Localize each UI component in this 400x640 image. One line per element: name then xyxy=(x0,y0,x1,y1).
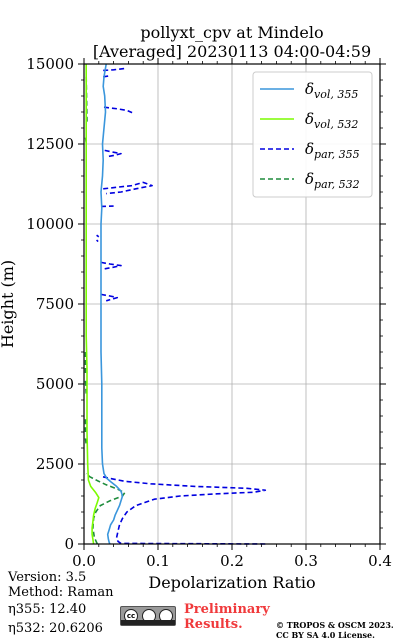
x-axis-label: Depolarization Ratio xyxy=(148,573,315,592)
version-text: Version: 3.5 xyxy=(8,570,87,585)
preliminary-line2: Results. xyxy=(184,617,243,632)
cc-license-badge: cc xyxy=(120,606,176,626)
x-tick-label: 0.1 xyxy=(146,552,170,570)
plot-frame xyxy=(83,63,381,545)
series-par532-upper-segment xyxy=(84,380,87,394)
x-tick-label: 0.3 xyxy=(294,552,318,570)
copyright-text: © TROPOS & OSCM 2023. CC BY SA 4.0 Licen… xyxy=(276,620,394,640)
y-axis-label: Height (m) xyxy=(0,260,17,348)
series-par355-upper-segment xyxy=(96,234,100,238)
legend: δvol, 355 δvol, 532 δpar, 355 δpar, 532 xyxy=(252,71,373,198)
legend-par355-label: δpar, 355 xyxy=(305,140,360,161)
chart-title-line2: [Averaged] 20230113 04:00-04:59 xyxy=(93,42,371,61)
y-tick-label: 10000 xyxy=(26,215,74,233)
series-par355-line xyxy=(100,475,267,545)
x-tick-label: 0.0 xyxy=(72,552,96,570)
legend-par532-label: δpar, 532 xyxy=(305,170,360,191)
legend-vol532-label: δvol, 532 xyxy=(305,110,358,131)
series-par355-upper-segment xyxy=(100,261,122,270)
method-text: Method: Raman xyxy=(8,585,114,600)
copyright-line1: © TROPOS & OSCM 2023. xyxy=(276,620,394,630)
series-par355-upper-segment xyxy=(103,106,133,114)
series-par355-upper-segment xyxy=(104,149,122,158)
series-vol355-line xyxy=(100,63,124,545)
series-par532-upper-segment xyxy=(84,438,87,445)
x-tick-label: 0.4 xyxy=(368,552,392,570)
series-vol532-line xyxy=(85,64,100,545)
chart-title-line1: pollyxt_cpv at Mindelo xyxy=(140,23,323,42)
preliminary-line1: Preliminary xyxy=(184,602,270,617)
eta532-text: η532: 20.6206 xyxy=(8,621,103,636)
series-par355-upper-segment xyxy=(103,67,125,72)
series-par355-upper-segment xyxy=(100,293,119,302)
legend-box xyxy=(252,71,373,198)
series-layer xyxy=(84,63,267,545)
license-strip xyxy=(121,620,175,625)
y-tick-label: 5000 xyxy=(36,375,74,393)
x-tick-label: 0.2 xyxy=(220,552,244,570)
y-tick-label: 2500 xyxy=(36,455,74,473)
eta355-text: η355: 12.40 xyxy=(8,602,87,617)
legend-vol355-label: δvol, 355 xyxy=(305,80,358,101)
preliminary-results-text: Preliminary Results. xyxy=(184,602,270,632)
copyright-line2: CC BY SA 4.0 License. xyxy=(276,630,375,640)
series-par355-upper-segment xyxy=(96,239,99,243)
y-tick-label: 15000 xyxy=(26,55,74,73)
y-tick-label: 0 xyxy=(64,535,74,553)
y-tick-label: 7500 xyxy=(36,295,74,313)
y-tick-label: 12500 xyxy=(26,135,74,153)
series-par355-upper-segment xyxy=(103,181,153,195)
